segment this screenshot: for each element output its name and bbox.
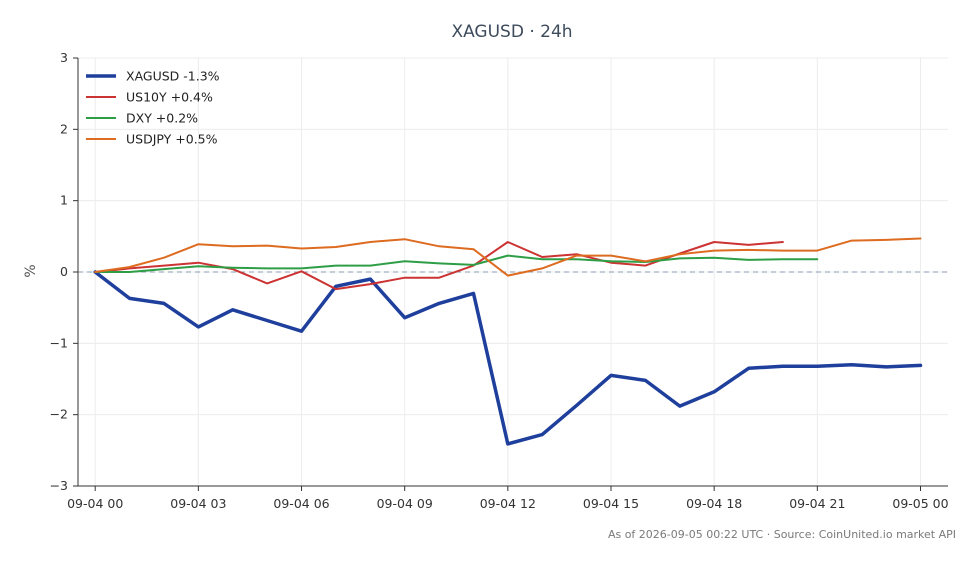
legend-label: XAGUSD -1.3% — [126, 69, 220, 84]
series-line — [93, 270, 923, 446]
tick-labels: 3 2 1 0 −1 −2 −3 09-04 00 09-04 03 09-04 06 09-04 … — [50, 50, 949, 511]
series-lines — [93, 237, 923, 446]
x-tick-label: 09-04 21 — [789, 496, 845, 511]
y-tick-label: −1 — [50, 335, 68, 350]
legend-label: US10Y +0.4% — [126, 90, 213, 105]
series-line — [94, 237, 922, 277]
x-tick-label: 09-04 09 — [377, 496, 433, 511]
series-line — [94, 254, 819, 273]
x-tick-label: 09-04 18 — [686, 496, 742, 511]
source-footnote: As of 2026-09-05 00:22 UTC · Source: Coi… — [608, 528, 956, 541]
x-tick-label: 09-05 00 — [892, 496, 948, 511]
legend-label: USDJPY +0.5% — [126, 132, 218, 147]
y-tick-label: 1 — [60, 193, 68, 208]
x-tick-label: 09-04 12 — [480, 496, 536, 511]
y-tick-label: −3 — [50, 478, 68, 493]
y-tick-label: 3 — [60, 50, 68, 65]
x-tick-label: 09-04 00 — [67, 496, 123, 511]
x-tick-label: 09-04 06 — [273, 496, 329, 511]
y-tick-label: 2 — [60, 121, 68, 136]
x-tick-label: 09-04 03 — [170, 496, 226, 511]
x-tick-label: 09-04 15 — [583, 496, 639, 511]
y-tick-label: −2 — [50, 407, 68, 422]
chart-title: XAGUSD · 24h — [451, 22, 572, 42]
axes — [73, 57, 948, 491]
legend: XAGUSD -1.3% US10Y +0.4% DXY +0.2% USDJPY +… — [86, 69, 220, 147]
legend-label: DXY +0.2% — [126, 111, 198, 126]
y-axis-label: % — [23, 264, 39, 277]
y-tick-label: 0 — [60, 264, 68, 279]
